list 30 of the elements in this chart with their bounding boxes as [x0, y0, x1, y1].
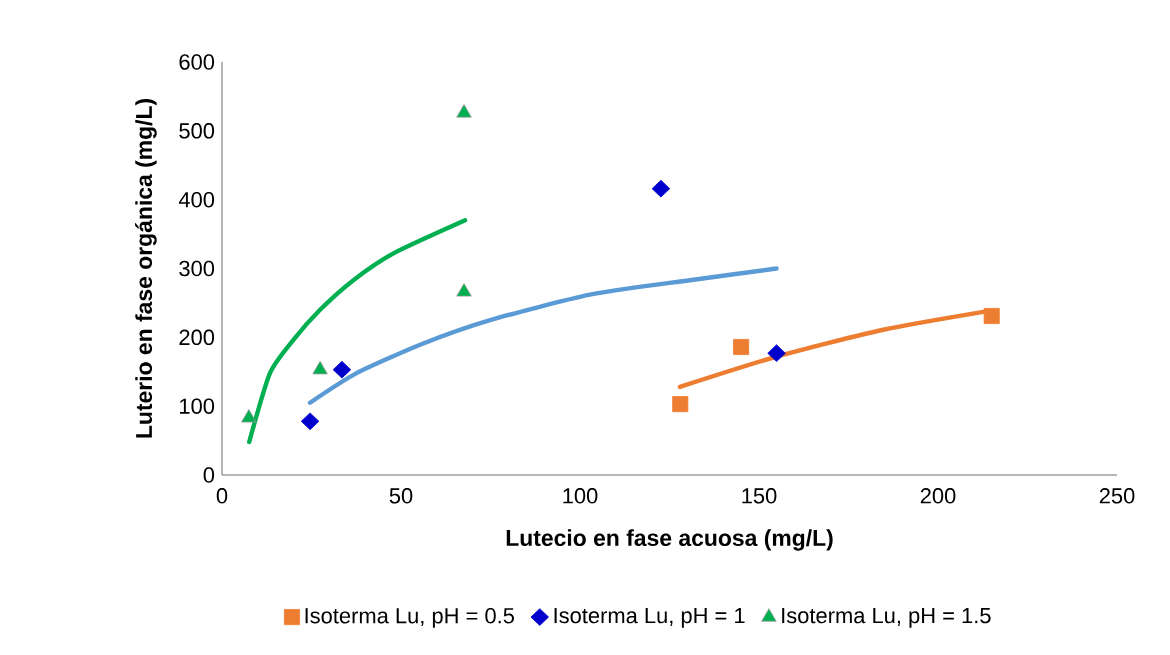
x-tick-label: 0 — [216, 488, 228, 504]
y-tick-label: 100 — [180, 398, 215, 414]
y-axis-title: Luterio en fase orgánica (mg/L) — [135, 99, 157, 438]
point — [332, 360, 352, 379]
point — [672, 396, 689, 413]
y-tick-label: 300 — [179, 260, 215, 277]
y-tick-label: 200 — [179, 329, 215, 346]
x-tick-label: 150 — [742, 488, 777, 504]
line-series — [307, 266, 779, 405]
point — [312, 360, 328, 375]
x-axis-title: Lutecio en fase acuosa (mg/L) — [506, 529, 833, 551]
legend-label: Isoterma Lu, pH = 1 — [554, 608, 745, 628]
point — [241, 409, 257, 423]
legend-label: Isoterma Lu, pH = 0.5 — [305, 607, 514, 628]
x-tick-label: 250 — [1099, 488, 1135, 504]
point — [651, 179, 671, 198]
x-tick-label: 100 — [563, 488, 598, 504]
y-tick-label: 400 — [178, 191, 215, 208]
point — [733, 338, 750, 355]
point — [767, 344, 786, 362]
point — [456, 104, 472, 118]
legend-label: Isoterma Lu, pH = 1.5 — [782, 608, 991, 628]
x-tick-label: 50 — [389, 488, 413, 504]
x-tick-label: 200 — [920, 488, 956, 504]
y-tick-label: 600 — [179, 54, 215, 70]
y-tick-label: 500 — [179, 123, 215, 139]
point — [300, 412, 320, 431]
point — [456, 283, 472, 297]
point — [983, 308, 1000, 324]
y-tick-label: 0 — [203, 467, 215, 483]
